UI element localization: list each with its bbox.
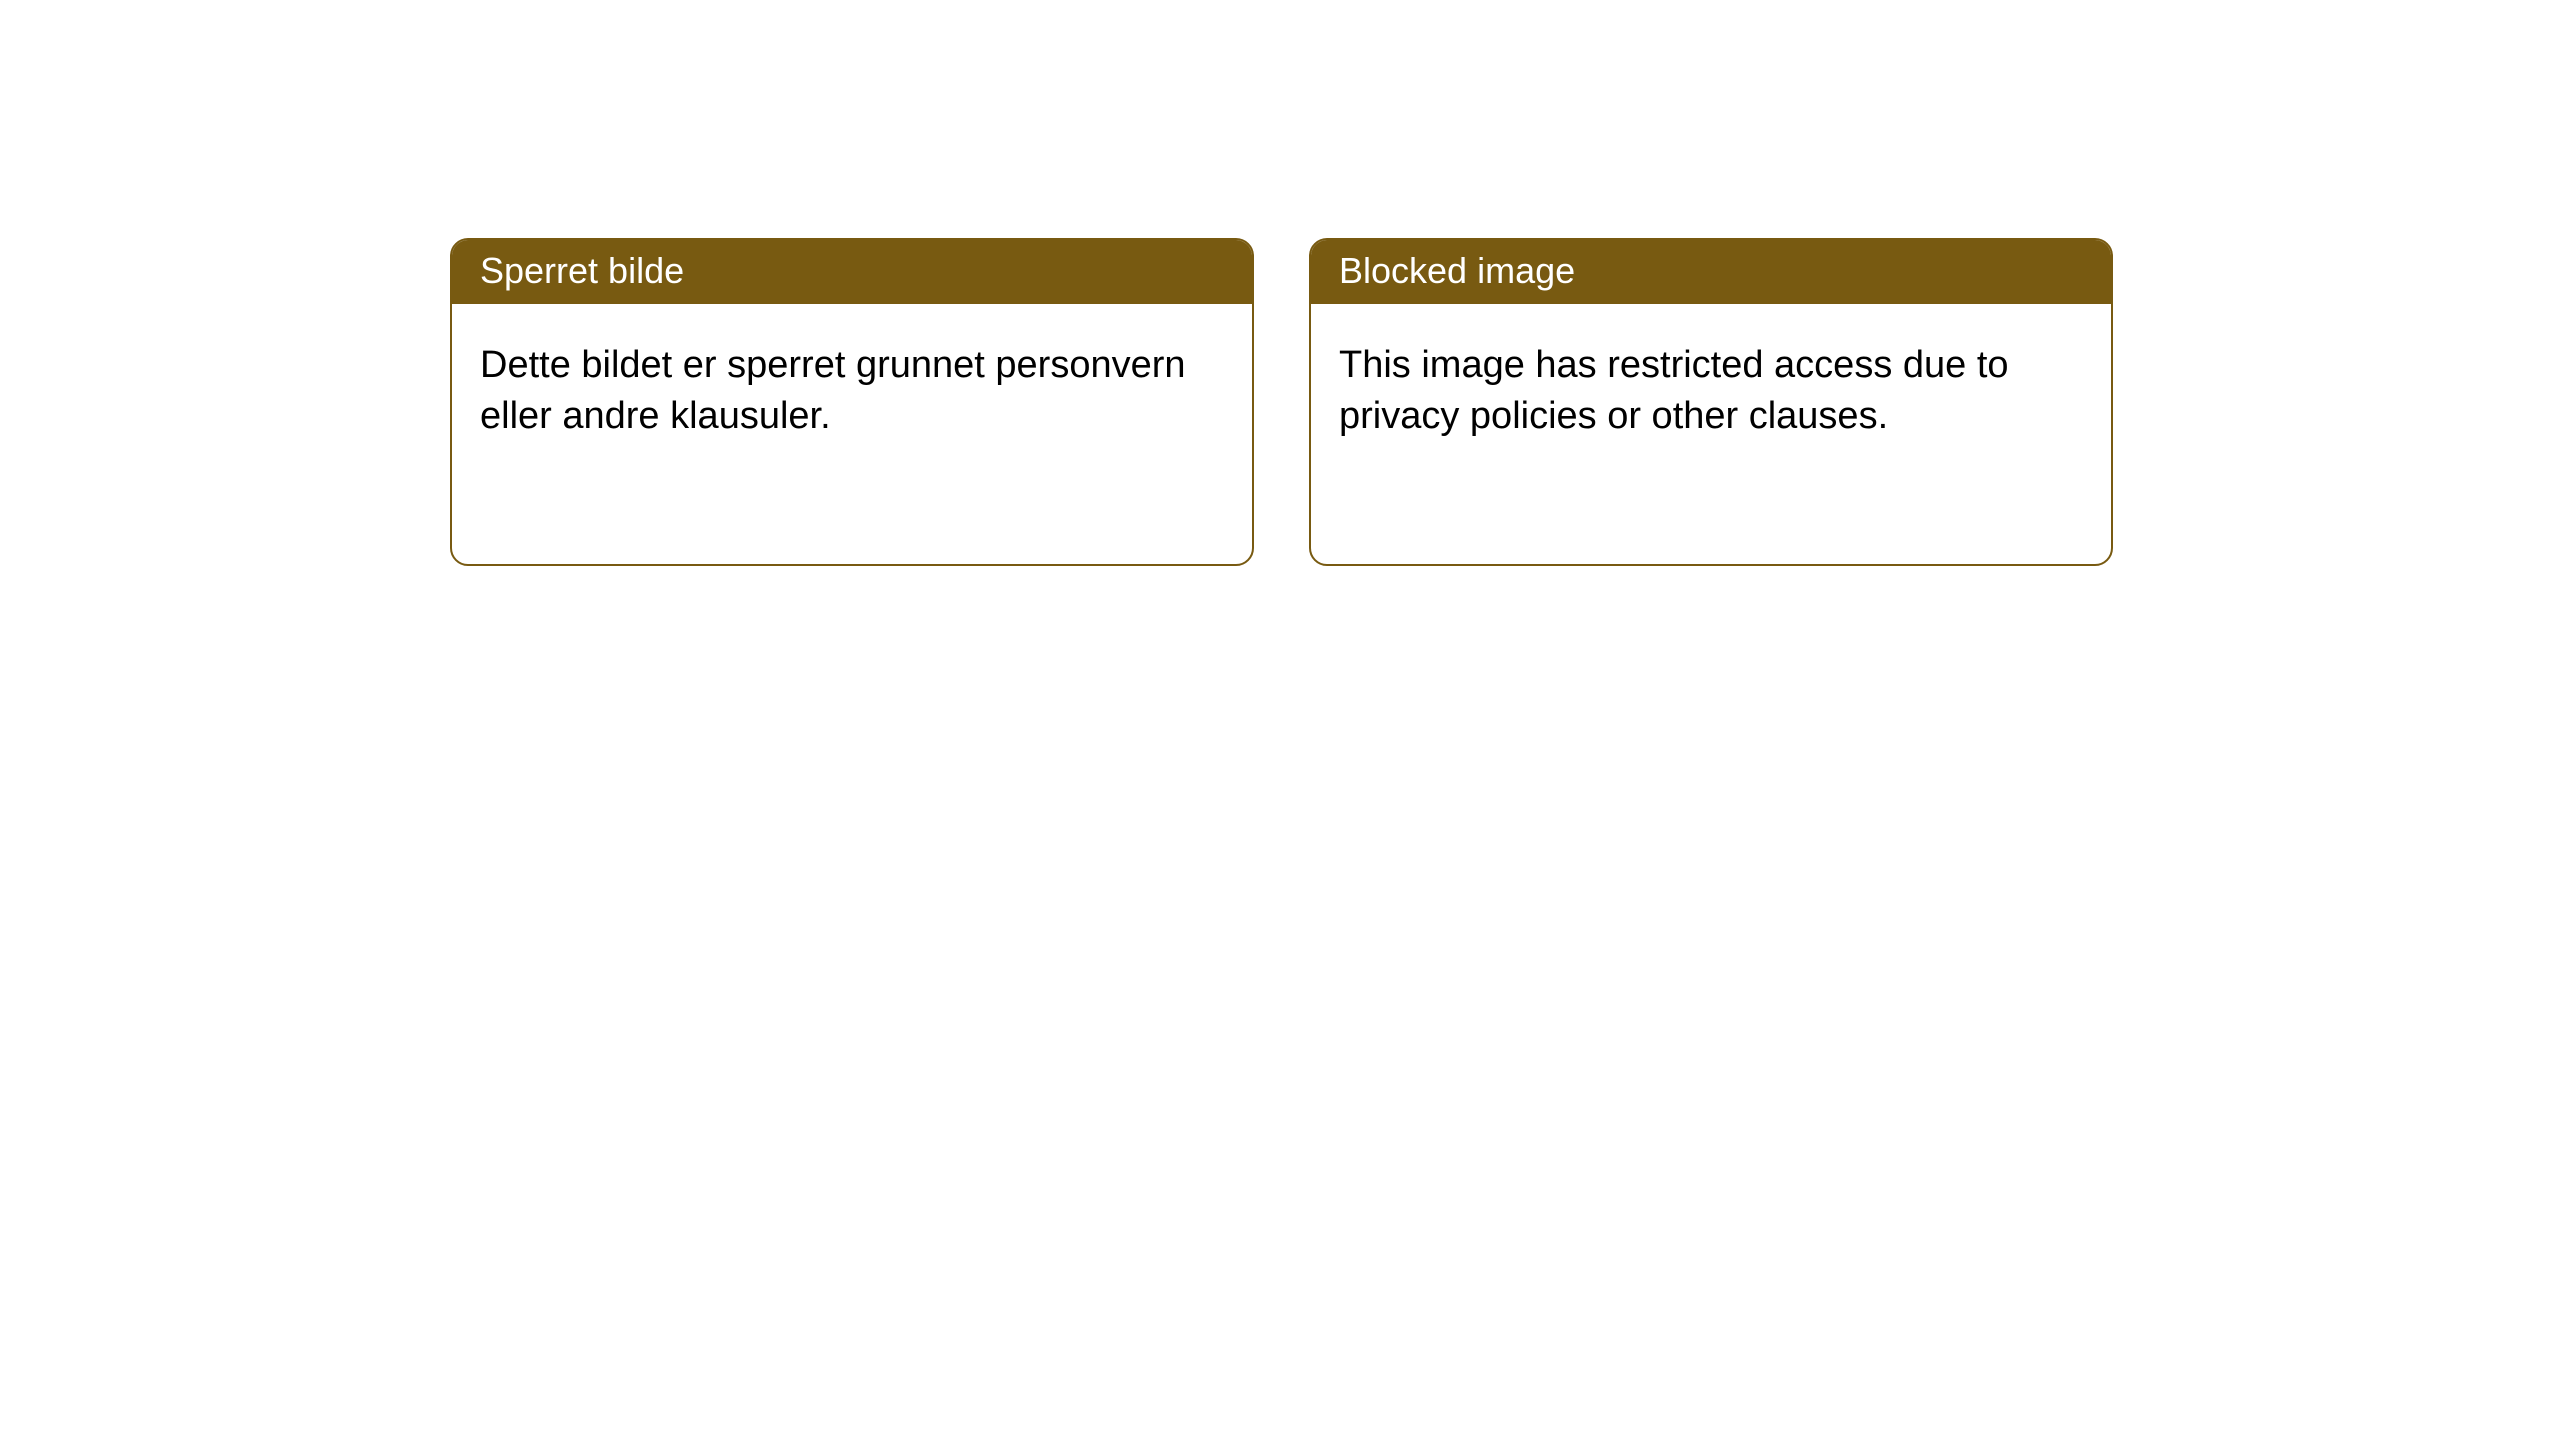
panel-title-no: Sperret bilde <box>452 240 1252 304</box>
panel-body-en: This image has restricted access due to … <box>1311 304 2111 564</box>
panel-title-en: Blocked image <box>1311 240 2111 304</box>
panels-container: Sperret bilde Dette bildet er sperret gr… <box>0 0 2560 566</box>
panel-body-no: Dette bildet er sperret grunnet personve… <box>452 304 1252 564</box>
blocked-image-panel-en: Blocked image This image has restricted … <box>1309 238 2113 566</box>
blocked-image-panel-no: Sperret bilde Dette bildet er sperret gr… <box>450 238 1254 566</box>
